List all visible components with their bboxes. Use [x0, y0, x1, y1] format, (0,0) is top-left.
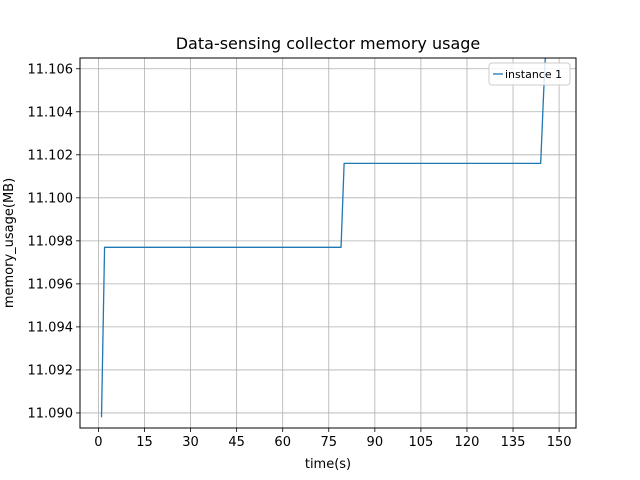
x-tick-label: 75 — [320, 435, 337, 450]
legend-box — [488, 62, 571, 86]
y-tick-label: 11.102 — [28, 148, 74, 163]
x-axis-ticks: 0 15 30 45 60 75 90 105 120 135 150 — [94, 428, 572, 450]
x-tick-label: 15 — [136, 435, 153, 450]
x-tick-label: 150 — [547, 435, 572, 450]
x-tick-label: 0 — [94, 435, 102, 450]
y-tick-label: 11.096 — [28, 277, 74, 292]
y-tick-label: 11.104 — [28, 105, 74, 120]
x-tick-label: 90 — [367, 435, 384, 450]
y-axis-ticks: 11.090 11.092 11.094 11.096 11.098 11.100 11.1… — [28, 62, 80, 421]
chart-title: Data-sensing collector memory usage — [176, 34, 481, 53]
y-tick-label: 11.090 — [28, 406, 74, 421]
y-tick-label: 11.092 — [28, 363, 74, 378]
legend: instance 1 — [488, 62, 571, 86]
legend-label-instance-1: instance 1 — [505, 68, 562, 81]
x-tick-label: 120 — [455, 435, 480, 450]
x-tick-label: 105 — [408, 435, 433, 450]
x-tick-label: 45 — [228, 435, 245, 450]
y-axis-label: memory_usage(MB) — [2, 178, 17, 308]
series-line-instance-1 — [100, 58, 546, 418]
axes-frame — [79, 57, 577, 429]
y-tick-label: 11.094 — [28, 320, 74, 335]
x-tick-label: 60 — [274, 435, 291, 450]
series-layer — [100, 58, 546, 418]
y-tick-label: 11.098 — [28, 234, 74, 249]
x-tick-label: 30 — [182, 435, 199, 450]
y-tick-label: 11.106 — [28, 62, 74, 77]
x-tick-label: 135 — [501, 435, 526, 450]
x-axis-label: time(s) — [305, 457, 351, 472]
y-tick-label: 11.100 — [28, 191, 74, 206]
